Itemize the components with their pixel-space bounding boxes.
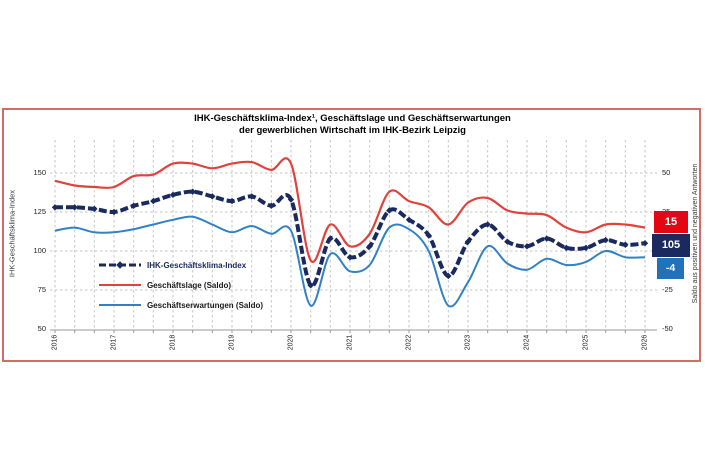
chart-panel [2, 108, 701, 362]
klima-marker [268, 202, 275, 209]
x-axis-tick-label: 2020 [287, 334, 295, 351]
klima-marker [91, 205, 98, 213]
left-axis-tick-label: 150 [33, 168, 46, 177]
legend-item-erwartungen: Geschäftserwartungen (Saldo) [98, 295, 263, 315]
x-axis-tick-label: 2024 [523, 334, 531, 351]
legend-label-erwartungen: Geschäftserwartungen (Saldo) [147, 300, 264, 310]
x-axis-tick-label: 2023 [464, 334, 472, 351]
klima-marker [209, 193, 216, 200]
klima-marker [543, 235, 550, 242]
klima-marker [110, 208, 118, 216]
klima-marker [386, 207, 393, 214]
legend-item-klima: IHK-Geschäftsklima-Index [98, 255, 263, 275]
x-axis-tick-label: 2022 [405, 334, 413, 351]
klima-marker [150, 197, 157, 205]
klima-marker [228, 197, 236, 205]
klima-marker [484, 221, 491, 228]
klima-marker [189, 188, 196, 195]
end-value-erwartungen: -4 [657, 258, 684, 279]
left-axis-tick-label: 100 [33, 246, 46, 255]
right-axis-tick-label: -50 [662, 324, 673, 333]
klima-marker [641, 240, 649, 247]
erwartungen-line [54, 215, 646, 308]
x-axis-tick-label: 2026 [641, 334, 649, 351]
klima-marker [71, 204, 78, 211]
right-axis-tick-label: 50 [662, 168, 671, 177]
klima-line-sample-icon [99, 261, 141, 269]
left-axis-tick-label: 125 [33, 207, 46, 216]
klima-marker [327, 235, 334, 242]
klima-marker [622, 241, 629, 248]
x-axis-tick-label: 2017 [110, 334, 118, 351]
klima-marker [307, 282, 314, 289]
klima-marker [287, 196, 295, 203]
left-axis-tick-label: 75 [37, 285, 46, 294]
chart-title-line2: der gewerblichen Wirtschaft im IHK-Bezir… [239, 125, 466, 136]
klima-marker [248, 193, 255, 200]
legend-item-lage: Geschäftslage (Saldo) [98, 275, 263, 295]
lage-line [54, 157, 646, 263]
legend-label-klima: IHK-Geschäftsklima-Index [147, 260, 247, 270]
klima-marker [504, 238, 511, 245]
x-axis-tick-label: 2021 [346, 334, 354, 351]
left-axis-tick-label: 50 [37, 324, 46, 333]
lage-line-sample-icon [99, 284, 141, 286]
klima-marker [523, 243, 531, 250]
legend-label-lage: Geschäftslage (Saldo) [147, 280, 232, 290]
klima-marker [425, 232, 432, 239]
x-axis-tick-label: 2018 [169, 334, 177, 351]
chart-legend: IHK-Geschäftsklima-Index Geschäftslage (… [98, 255, 263, 315]
right-axis-title: Saldo aus positiven und negativen Antwor… [692, 163, 699, 304]
chart-title: IHK-Geschäftsklima-Index¹, Geschäftslage… [0, 113, 705, 137]
klima-marker [582, 244, 590, 252]
klima-marker [563, 244, 570, 252]
klima-marker [366, 243, 373, 250]
end-value-lage: 15 [654, 211, 688, 233]
klima-marker [169, 191, 177, 199]
x-axis-tick-label: 2025 [582, 334, 590, 351]
left-axis-title: IHK-Geschäftsklima-Index [7, 189, 17, 278]
right-axis-tick-label: -25 [662, 285, 673, 294]
klima-marker [130, 202, 137, 209]
klima-marker [405, 216, 413, 223]
klima-marker [445, 272, 452, 280]
x-axis-tick-label: 2019 [228, 334, 236, 351]
klima-marker [51, 204, 59, 211]
chart-title-line1: IHK-Geschäftsklima-Index¹, Geschäftslage… [194, 113, 511, 124]
klima-marker [464, 238, 472, 245]
klima-marker [602, 236, 609, 244]
klima-marker [346, 254, 354, 261]
erwartungen-line-sample-icon [99, 304, 141, 306]
end-value-klima: 105 [652, 234, 690, 257]
x-axis-tick-label: 2016 [51, 334, 59, 351]
